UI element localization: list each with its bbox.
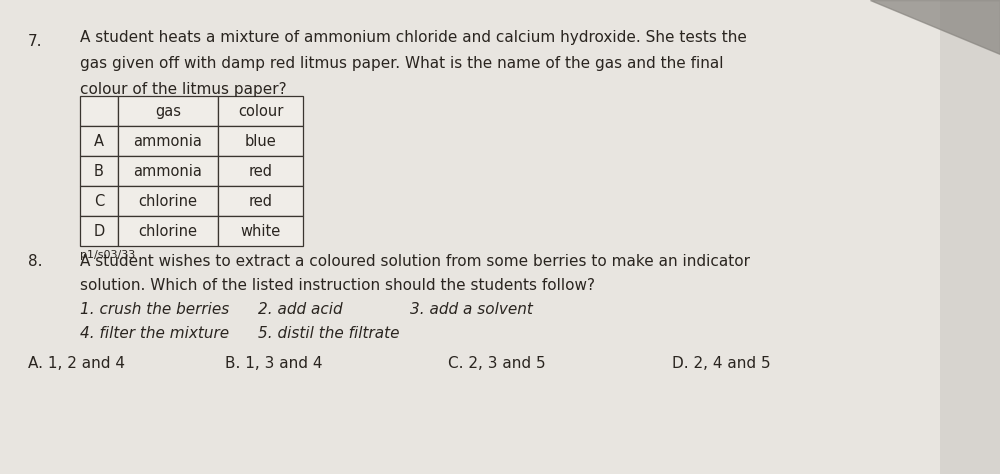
Text: 8.: 8.: [28, 254, 42, 269]
Text: ammonia: ammonia: [134, 164, 202, 179]
Text: colour of the litmus paper?: colour of the litmus paper?: [80, 82, 287, 97]
Text: chlorine: chlorine: [138, 193, 198, 209]
Text: A student wishes to extract a coloured solution from some berries to make an ind: A student wishes to extract a coloured s…: [80, 254, 750, 269]
Bar: [218, 126, 303, 156]
Text: blue: blue: [245, 134, 276, 148]
Text: B. 1, 3 and 4: B. 1, 3 and 4: [225, 356, 322, 371]
Text: gas: gas: [155, 103, 181, 118]
Bar: [80, 216, 118, 246]
Bar: [80, 186, 118, 216]
Bar: [118, 126, 218, 156]
Bar: [80, 96, 118, 126]
Text: 1. crush the berries: 1. crush the berries: [80, 302, 229, 317]
Bar: [218, 156, 303, 186]
Text: B: B: [94, 164, 104, 179]
Text: C. 2, 3 and 5: C. 2, 3 and 5: [448, 356, 546, 371]
Text: colour: colour: [238, 103, 283, 118]
Text: solution. Which of the listed instruction should the students follow?: solution. Which of the listed instructio…: [80, 278, 595, 293]
Text: D: D: [93, 224, 105, 238]
Text: ammonia: ammonia: [134, 134, 202, 148]
Text: A student heats a mixture of ammonium chloride and calcium hydroxide. She tests : A student heats a mixture of ammonium ch…: [80, 30, 747, 45]
Text: 3. add a solvent: 3. add a solvent: [410, 302, 533, 317]
Bar: [118, 96, 218, 126]
Text: 2. add acid: 2. add acid: [258, 302, 343, 317]
Bar: [80, 126, 118, 156]
Text: 5. distil the filtrate: 5. distil the filtrate: [258, 326, 400, 341]
Text: A: A: [94, 134, 104, 148]
Bar: [218, 96, 303, 126]
Text: chlorine: chlorine: [138, 224, 198, 238]
Text: A. 1, 2 and 4: A. 1, 2 and 4: [28, 356, 125, 371]
Text: red: red: [248, 164, 272, 179]
Text: 4. filter the mixture: 4. filter the mixture: [80, 326, 229, 341]
Bar: [118, 156, 218, 186]
Text: p1/s03/33: p1/s03/33: [80, 250, 135, 260]
Bar: [218, 186, 303, 216]
Bar: [118, 186, 218, 216]
Text: D. 2, 4 and 5: D. 2, 4 and 5: [672, 356, 771, 371]
Text: 7.: 7.: [28, 34, 42, 49]
Bar: [118, 216, 218, 246]
Text: gas given off with damp red litmus paper. What is the name of the gas and the fi: gas given off with damp red litmus paper…: [80, 56, 724, 71]
Text: red: red: [248, 193, 272, 209]
Text: C: C: [94, 193, 104, 209]
Bar: [218, 216, 303, 246]
Text: white: white: [240, 224, 281, 238]
Bar: [940, 0, 1000, 474]
Polygon shape: [870, 0, 1000, 54]
Bar: [80, 156, 118, 186]
